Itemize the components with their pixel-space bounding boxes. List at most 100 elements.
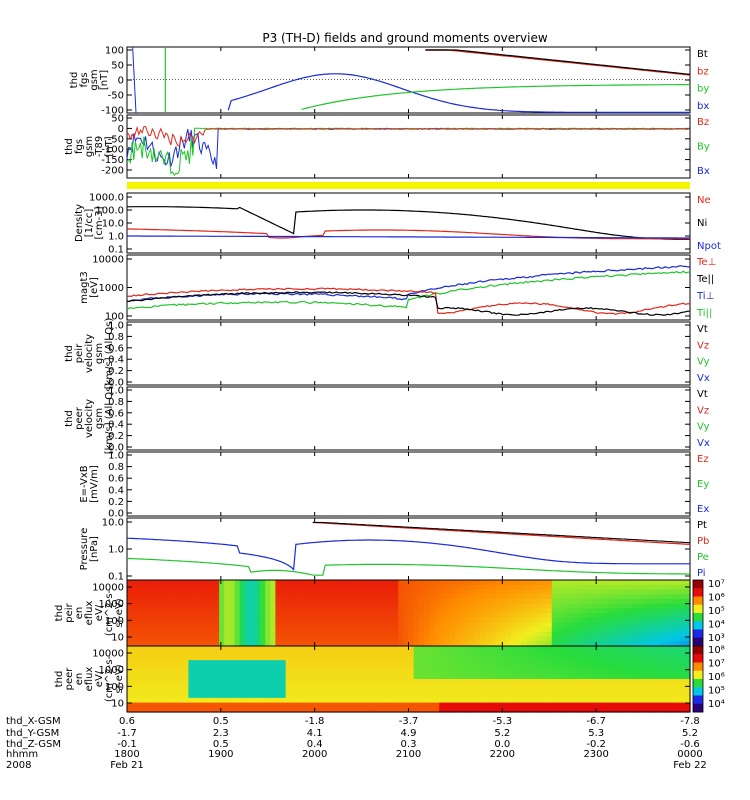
peer_eflux-cell [510,679,517,685]
peir_eflux-cell [684,641,691,647]
peir_eflux-cell [157,636,164,642]
peer_eflux-cell [321,664,328,671]
peer_eflux-cell [311,650,317,657]
peir_eflux-cell [464,636,471,642]
peir_eflux-cell [582,622,589,628]
peer_eflux-cell [556,693,563,699]
peer_eflux-cell [157,683,164,690]
peir_eflux-cell [290,598,297,605]
peer_eflux-cell [628,660,635,666]
peir_eflux-cell [434,641,440,647]
peer_eflux-cell [183,664,190,671]
peer_eflux-cell [321,683,328,690]
peir_eflux-cell [526,598,532,605]
peer_eflux-cell [285,660,292,666]
peer_eflux-cell [439,693,445,699]
peer_eflux-cell [536,683,543,690]
peir_eflux-cell [270,631,277,638]
peir_eflux-cell [173,589,179,595]
peer_eflux-cell [684,693,691,699]
peer_eflux-cell [306,702,312,708]
peer_eflux-cell [475,664,481,671]
peir_eflux-cell [546,584,553,591]
peir_eflux-cell [224,641,230,647]
peir_eflux-cell [331,580,338,586]
peer_eflux-cell [132,707,138,713]
peer_eflux-cell [290,693,297,699]
peer_eflux-cell [275,707,282,713]
peir_eflux-cell [618,617,625,624]
peir_eflux-cell [341,584,348,591]
peir_eflux-cell [434,589,440,595]
peir_eflux-cell [674,594,681,600]
peir_eflux-cell [428,608,435,614]
peir_eflux-cell [311,594,317,600]
peir_eflux-ylabel: eflux [84,601,95,626]
peir_eflux-cell [188,627,195,633]
peer_eflux-cell [270,669,277,675]
peer_eflux-cell [219,683,225,690]
peir_eflux-cell [643,598,650,605]
peer_eflux-cell [173,664,179,671]
peir_eflux-cell [280,631,287,638]
peer_eflux-cell [285,674,292,680]
peer_eflux-cell [157,664,164,671]
peer_eflux-cell [203,669,210,675]
peer_eflux-cell [152,674,159,680]
peer_eflux-cell [587,693,594,699]
peer_eflux-cell [229,650,236,657]
peir_eflux-cell [183,631,190,638]
peir_eflux-cell [295,627,302,633]
peir_eflux-cell [142,622,149,628]
peer_eflux-cell [654,679,660,685]
peir_eflux-cell [480,617,486,624]
peer_eflux-cell [239,707,246,713]
peir_eflux-cell [654,598,660,605]
peer_eflux-cell [173,688,179,694]
peer_eflux-cell [613,697,619,704]
peir_eflux-cell [183,608,190,614]
peir_eflux-cell [643,641,650,647]
peir_eflux-cell [556,603,563,609]
peir_eflux-cell [285,584,292,591]
peir_eflux-cell [244,641,251,647]
peir_eflux-cell [152,627,159,633]
peir_eflux-cell [219,603,225,609]
peir_eflux-cell [490,608,497,614]
peir_eflux-cell [602,589,609,595]
peir_eflux-cell [638,598,645,605]
peir_eflux-cell [152,608,159,614]
peir_eflux-cell [638,636,645,642]
peer_eflux-cell [613,650,619,657]
peer_eflux-cell [306,674,312,680]
peer_eflux-cell [582,674,589,680]
peir_eflux-cell [664,608,671,614]
peer_eflux-cell [459,688,466,694]
peer_eflux-cell [638,664,645,671]
peir_eflux-cell [597,622,604,628]
peer_eflux-cell [183,683,190,690]
peer_eflux-cell [198,674,205,680]
peir_eflux-cell [393,594,399,600]
peer_eflux-cell [127,697,133,704]
peer_eflux-cell [357,688,364,694]
peir_eflux-colorbar-band [693,637,703,647]
peer_eflux-cell [459,655,466,661]
peer_eflux-cell [398,669,404,675]
peer_eflux-cell [649,707,655,713]
temperature-tiperp-line [126,265,691,303]
peir_eflux-cell [459,617,466,624]
peer_eflux-cell [572,650,578,657]
peir_eflux-cell [408,641,415,647]
peer_eflux-cell [577,655,584,661]
temperature-ytick-label: 10000 [92,255,124,266]
peir_eflux-cell [439,617,445,624]
peir_eflux-cell [679,631,686,638]
peir_eflux-cell [173,641,179,647]
orbit-row-label: hhmm [6,749,38,760]
peer_eflux-cell [664,693,671,699]
peir_eflux-cell [490,627,497,633]
peer_eflux-cell [418,697,425,704]
peer_eflux-cell [214,646,220,652]
peir_eflux-cell [336,598,343,605]
